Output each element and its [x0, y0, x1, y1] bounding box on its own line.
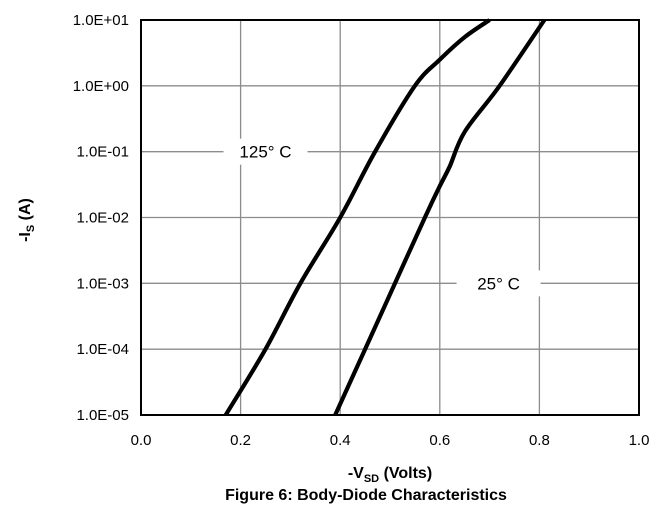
- grid: [140, 19, 640, 416]
- y-tick-label: 1.0E-01: [76, 144, 129, 161]
- curve-label-background: [456, 270, 541, 297]
- figure-caption: Figure 6: Body-Diode Characteristics: [225, 487, 507, 504]
- curve-label: 25° C: [477, 274, 520, 293]
- y-tick-label: 1.0E+00: [73, 78, 129, 95]
- x-tick-label: 0.6: [429, 432, 450, 449]
- x-axis-title-suffix: (Volts): [379, 465, 432, 482]
- series-1-line: [333, 18, 547, 416]
- x-axis-title-prefix: -V: [348, 465, 364, 482]
- x-tick-label: 1.0: [629, 432, 650, 449]
- series-0-line: [223, 18, 491, 417]
- x-tick-label: 0.4: [330, 432, 351, 449]
- curve-labels: 125° C 25° C: [223, 138, 541, 297]
- y-tick-label: 1.0E-03: [76, 275, 129, 292]
- x-axis-title-sub: SD: [364, 473, 379, 485]
- y-axis-title-prefix: -I: [17, 232, 34, 242]
- y-tick-label: 1.0E-05: [76, 407, 129, 424]
- plot-frame: [140, 19, 640, 416]
- x-axis-title: -VSD (Volts): [348, 465, 432, 485]
- series-layer: [223, 18, 547, 417]
- curve-label: 125° C: [239, 143, 291, 162]
- y-tick-label: 1.0E-02: [76, 210, 129, 227]
- y-axis-title: -IS (A): [17, 198, 37, 242]
- y-tick-label: 1.0E+01: [73, 12, 129, 29]
- y-axis-title-sub: S: [25, 225, 37, 232]
- y-axis-title-suffix: (A): [17, 198, 34, 225]
- x-tick-label: 0.0: [131, 432, 152, 449]
- x-tick-label: 0.2: [230, 432, 251, 449]
- x-tick-label: 0.8: [529, 432, 550, 449]
- tick-labels: 0.0 0.2 0.4 0.6 0.8 1.0 1.0E+01 1.0E+00 1.0E-01 1…: [73, 12, 650, 449]
- curve-label-background: [223, 138, 308, 165]
- y-tick-label: 1.0E-04: [76, 341, 129, 358]
